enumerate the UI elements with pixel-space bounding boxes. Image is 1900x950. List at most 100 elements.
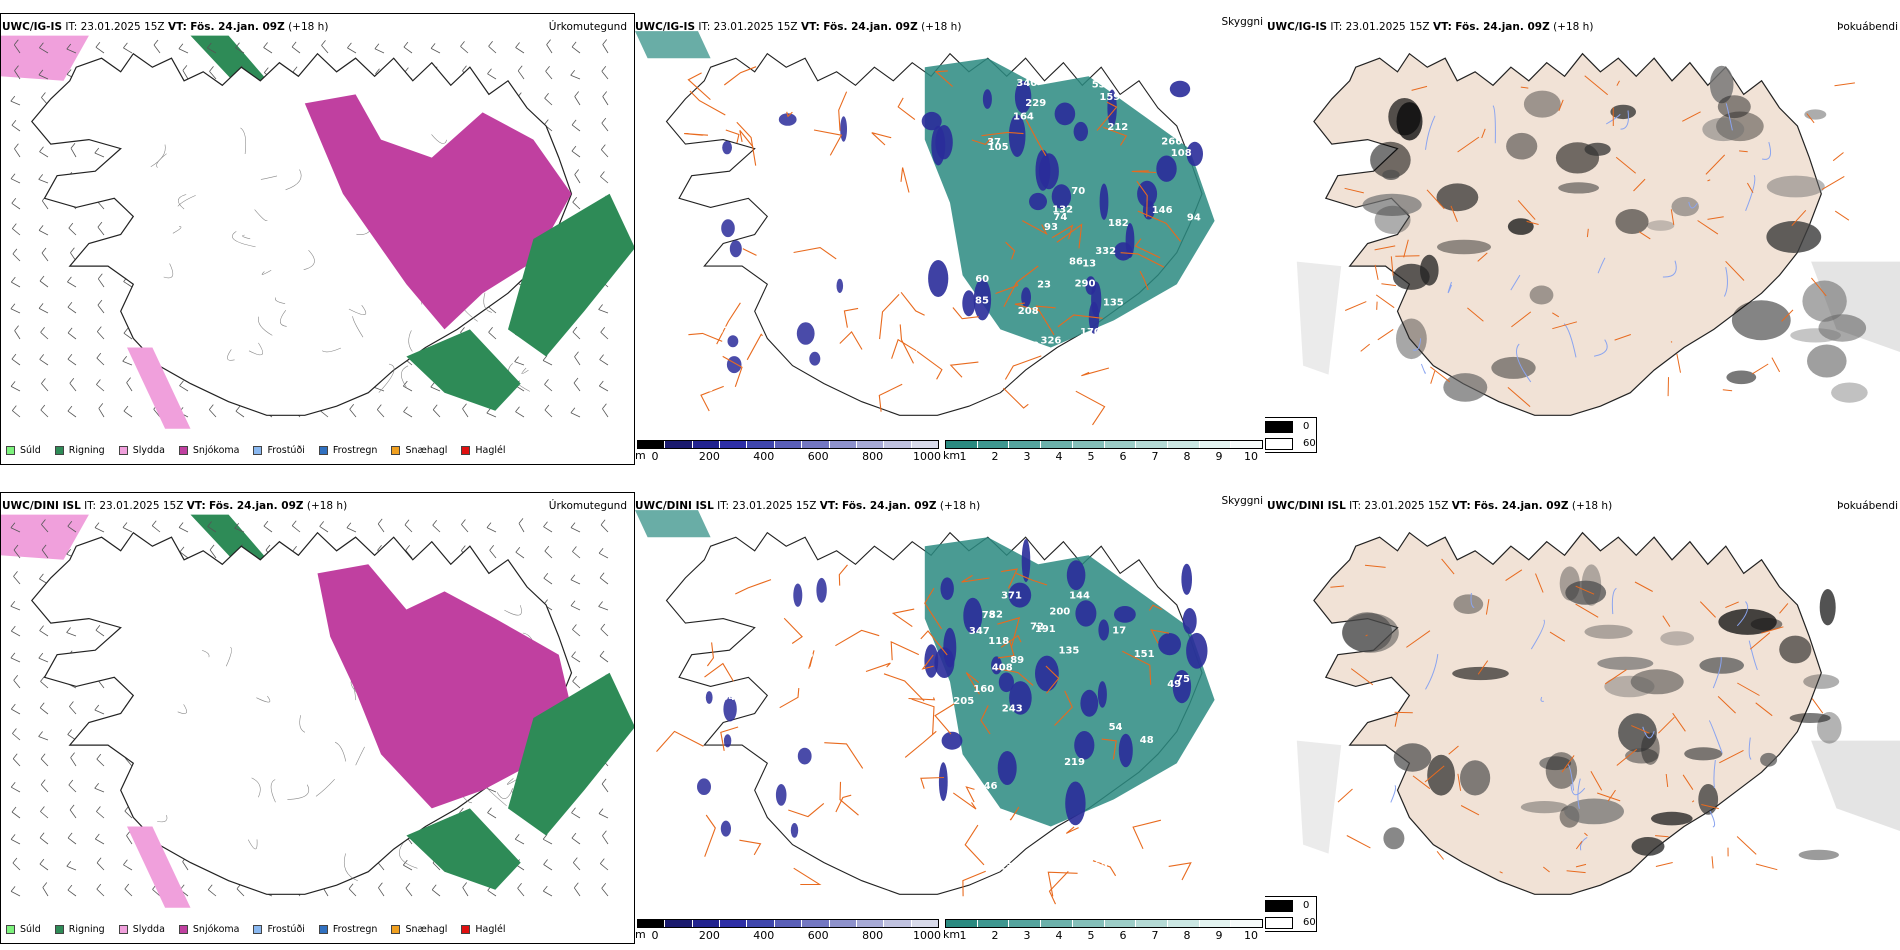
it-value: 23.01.2025 15Z xyxy=(80,21,165,33)
colorbar-step xyxy=(977,441,1010,448)
colorbar-tick: 6 xyxy=(1119,929,1127,942)
colorbar-ramp xyxy=(945,919,1263,928)
colorbar-tick: 0 xyxy=(651,450,659,463)
cloud-base-label: 408 xyxy=(992,663,1013,674)
cloud-base-label: 165 xyxy=(1087,860,1108,871)
fog-legend-label: 60 xyxy=(1303,438,1316,449)
cloud-base-label: 55 xyxy=(1092,80,1106,91)
it-value: 23.01.2025 15Z xyxy=(1345,21,1430,33)
colorbar-ramp xyxy=(637,440,939,449)
cloud-base-label: 144 xyxy=(1069,591,1090,602)
cloud-base-label: 170 xyxy=(1080,327,1101,338)
lead-time: (+18 h) xyxy=(1571,500,1613,512)
fog-indicator-panel: UWC/DINI ISL IT: 23.01.2025 15Z VT: Fös.… xyxy=(1265,492,1900,944)
colorbar-step xyxy=(802,920,830,927)
cloud-base-label: 37 xyxy=(987,137,1001,148)
legend-label: Snæhagl xyxy=(405,924,448,935)
legend-item: Súld xyxy=(6,924,41,935)
snow-area xyxy=(317,564,572,809)
cloud-base-label: 157 xyxy=(836,836,857,847)
legend-swatch xyxy=(118,446,128,455)
fog-map xyxy=(1265,492,1900,944)
vt-value: Fös. 24.jan. 09Z xyxy=(209,500,304,512)
legend-label: Frostregn xyxy=(332,445,378,456)
legend-swatch xyxy=(118,925,128,934)
legend-label: Frostúði xyxy=(267,924,305,935)
cloud-base-label: 46 xyxy=(984,781,998,792)
it-value: 23.01.2025 15Z xyxy=(732,500,817,512)
legend-swatch xyxy=(178,925,188,934)
panel-title: UWC/DINI ISL IT: 23.01.2025 15Z VT: Fös.… xyxy=(2,499,347,513)
colorbar-step xyxy=(829,920,857,927)
legend-swatch xyxy=(391,925,401,934)
legend-item: Frostregn xyxy=(318,924,377,935)
cloud-base-label: 212 xyxy=(1107,122,1128,133)
colorbar-tick: 1000 xyxy=(913,929,941,942)
rain-area xyxy=(508,672,635,836)
legend-label: Súld xyxy=(20,445,41,456)
colorbar-tick: 1000 xyxy=(913,450,941,463)
cloud-base-label: 86 xyxy=(1069,256,1083,267)
it-value: 23.01.2025 15Z xyxy=(713,21,798,33)
model-name: UWC/DINI ISL xyxy=(2,500,81,512)
colorbar-ramp xyxy=(945,440,1263,449)
cloud-base-label: 70 xyxy=(881,189,895,200)
colorbar-step xyxy=(1231,441,1263,448)
colorbar-step xyxy=(1041,441,1073,448)
fog-legend-swatch xyxy=(1265,899,1293,912)
fog-area xyxy=(1296,740,1342,854)
colorbar-tick: 3 xyxy=(1023,929,1031,942)
cloud-base-label: 75 xyxy=(1176,674,1190,685)
visibility-map: 1649474688510518220232402662293792326159… xyxy=(635,13,1265,465)
colorbar-step xyxy=(1167,441,1200,448)
legend-swatch xyxy=(6,446,15,455)
colorbar-step xyxy=(829,441,857,448)
colorbar-tick: 600 xyxy=(807,929,829,942)
legend-swatch xyxy=(178,446,188,455)
model-name: UWC/IG-IS xyxy=(1267,21,1328,33)
vt-label: VT: xyxy=(1451,500,1471,512)
fog-legend-label: 0 xyxy=(1303,421,1310,432)
rain-area xyxy=(406,808,521,890)
cloud-base-label: 138 xyxy=(985,353,1006,364)
precip-map xyxy=(0,13,635,465)
colorbar-step xyxy=(1231,920,1263,927)
vt-label: VT: xyxy=(167,21,187,33)
it-label: IT: xyxy=(717,500,730,512)
colorbar-step xyxy=(692,920,721,927)
cloud-base-label: 219 xyxy=(1064,757,1085,768)
cloud-base-label: 229 xyxy=(1025,98,1046,109)
vt-label: VT: xyxy=(186,500,206,512)
cloud-base-label: 371 xyxy=(1001,591,1022,602)
precip-type-legend: Súld Rigning Slydda Snjókoma Frostúði Frostre… xyxy=(6,924,520,935)
colorbar-tick: 7 xyxy=(1151,929,1159,942)
cloud-base-label: 93 xyxy=(1044,222,1058,233)
cloud-base-label: 32 xyxy=(989,610,1003,621)
legend-item: Snæhagl xyxy=(391,445,447,456)
precip-type-panel: UWC/IG-IS IT: 23.01.2025 15Z VT: Fös. 24… xyxy=(0,13,635,465)
legend-item: Slydda xyxy=(118,924,165,935)
colorbar-step xyxy=(720,441,748,448)
legend-swatch xyxy=(6,925,15,934)
model-name: UWC/DINI ISL xyxy=(635,500,714,512)
cloud-base-label: 30 xyxy=(817,261,831,272)
cloud-base-label: 118 xyxy=(988,636,1009,647)
cloud-base-label: 208 xyxy=(1018,306,1039,317)
it-label: IT: xyxy=(84,500,97,512)
fog-legend-row: 60 xyxy=(1265,914,1316,931)
cloud-base-label: 85 xyxy=(975,296,989,307)
cloud-base-label: 13 xyxy=(1082,259,1096,270)
colorbar-unit: m xyxy=(635,928,646,941)
fog-indicator-title: Þokuábendi xyxy=(1837,21,1898,33)
iceland-outline xyxy=(1313,531,1822,895)
colorbar-tick: 9 xyxy=(1215,450,1223,463)
cloud-base-label: 14 xyxy=(867,735,881,746)
it-value: 23.01.2025 15Z xyxy=(1364,500,1449,512)
colorbar-step xyxy=(946,441,978,448)
colorbar-step xyxy=(774,441,803,448)
colorbar-tick: 9 xyxy=(1215,929,1223,942)
colorbar-step xyxy=(665,920,693,927)
colorbar-step xyxy=(1136,441,1168,448)
cloud-base-label: 236 xyxy=(999,861,1020,872)
cloud-base-label: 85 xyxy=(700,383,714,394)
